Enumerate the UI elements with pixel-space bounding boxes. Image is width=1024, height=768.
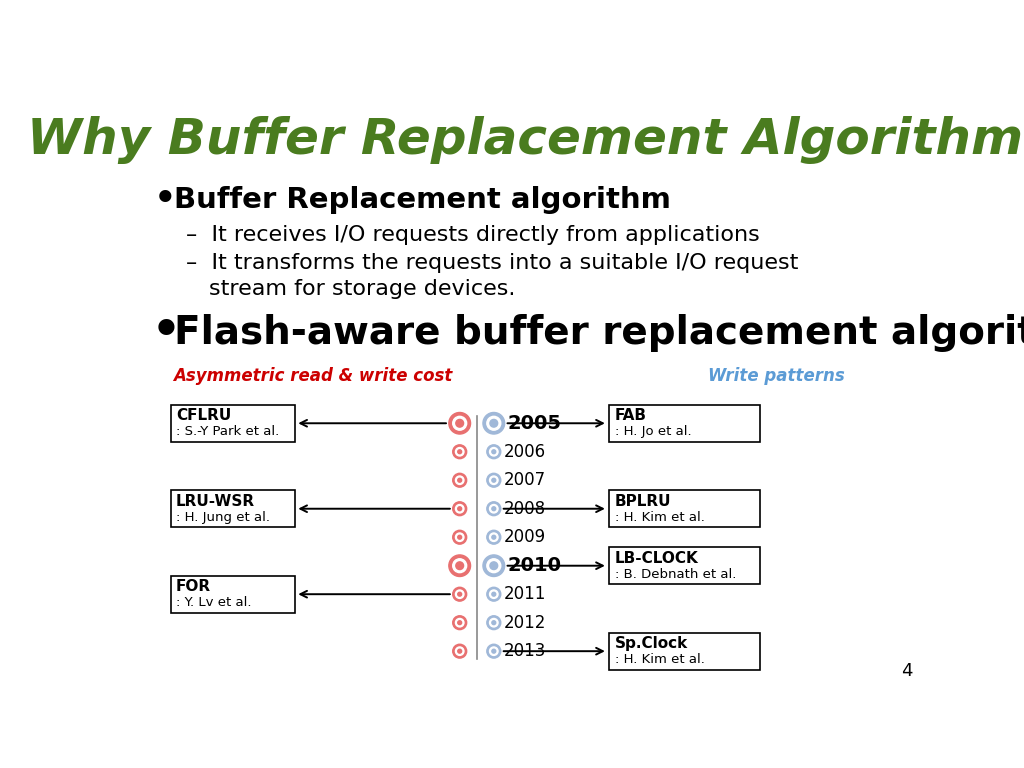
Circle shape	[453, 502, 467, 515]
Circle shape	[456, 647, 464, 655]
Text: : Y. Lv et al.: : Y. Lv et al.	[176, 596, 252, 609]
Circle shape	[453, 416, 467, 430]
Text: –  It transforms the requests into a suitable I/O request: – It transforms the requests into a suit…	[186, 253, 799, 273]
Text: : S.-Y Park et al.: : S.-Y Park et al.	[176, 425, 280, 439]
Text: : H. Kim et al.: : H. Kim et al.	[614, 511, 705, 524]
Text: 2011: 2011	[504, 585, 546, 603]
Circle shape	[486, 445, 501, 458]
Circle shape	[458, 450, 462, 454]
Circle shape	[458, 649, 462, 653]
Circle shape	[492, 649, 496, 653]
Text: 4: 4	[901, 662, 912, 680]
Circle shape	[492, 478, 496, 482]
FancyBboxPatch shape	[608, 633, 760, 670]
Circle shape	[453, 644, 467, 658]
Circle shape	[489, 647, 498, 655]
Circle shape	[486, 616, 501, 630]
FancyBboxPatch shape	[608, 548, 760, 584]
FancyBboxPatch shape	[171, 490, 295, 527]
Circle shape	[489, 590, 498, 598]
Text: Buffer Replacement algorithm: Buffer Replacement algorithm	[174, 186, 672, 214]
Circle shape	[489, 505, 498, 513]
Circle shape	[449, 412, 471, 434]
Text: 2013: 2013	[504, 642, 546, 660]
Text: LRU-WSR: LRU-WSR	[176, 494, 255, 508]
FancyBboxPatch shape	[608, 490, 760, 527]
Circle shape	[489, 618, 498, 627]
Circle shape	[458, 478, 462, 482]
Circle shape	[486, 530, 501, 545]
Circle shape	[456, 618, 464, 627]
Circle shape	[453, 588, 467, 601]
Circle shape	[453, 473, 467, 487]
Circle shape	[456, 448, 464, 456]
FancyBboxPatch shape	[171, 576, 295, 613]
Circle shape	[456, 476, 464, 485]
Circle shape	[456, 533, 464, 541]
Circle shape	[483, 555, 505, 577]
Circle shape	[449, 555, 471, 577]
Text: Flash-aware buffer replacement algorithms: Flash-aware buffer replacement algorithm…	[174, 314, 1024, 353]
Circle shape	[486, 473, 501, 487]
FancyBboxPatch shape	[608, 405, 760, 442]
Circle shape	[456, 505, 464, 513]
Circle shape	[458, 592, 462, 596]
Circle shape	[492, 450, 496, 454]
Text: 2012: 2012	[504, 614, 546, 632]
Text: Write patterns: Write patterns	[708, 366, 845, 385]
Circle shape	[458, 621, 462, 624]
Text: CFLRU: CFLRU	[176, 408, 231, 423]
Text: : H. Jo et al.: : H. Jo et al.	[614, 425, 691, 439]
Text: –  It receives I/O requests directly from applications: – It receives I/O requests directly from…	[186, 224, 760, 245]
Text: LB-CLOCK: LB-CLOCK	[614, 551, 698, 565]
Circle shape	[489, 476, 498, 485]
Circle shape	[489, 448, 498, 456]
Text: 2007: 2007	[504, 472, 546, 489]
Circle shape	[453, 530, 467, 545]
Text: FAB: FAB	[614, 408, 647, 423]
Circle shape	[456, 590, 464, 598]
Circle shape	[458, 535, 462, 539]
Text: Sp.Clock: Sp.Clock	[614, 636, 688, 651]
Circle shape	[489, 562, 498, 570]
Circle shape	[489, 419, 498, 427]
Circle shape	[458, 507, 462, 511]
Text: 2010: 2010	[508, 556, 562, 575]
Circle shape	[453, 445, 467, 458]
Circle shape	[453, 616, 467, 630]
Circle shape	[486, 416, 501, 430]
Text: : H. Kim et al.: : H. Kim et al.	[614, 653, 705, 666]
Circle shape	[492, 535, 496, 539]
Circle shape	[492, 507, 496, 511]
Text: Asymmetric read & write cost: Asymmetric read & write cost	[173, 366, 453, 385]
Text: : H. Jung et al.: : H. Jung et al.	[176, 511, 270, 524]
Circle shape	[492, 592, 496, 596]
Text: BPLRU: BPLRU	[614, 494, 671, 508]
Circle shape	[453, 559, 467, 573]
Text: 2009: 2009	[504, 528, 546, 546]
Text: 2006: 2006	[504, 442, 546, 461]
Text: •: •	[153, 179, 177, 221]
Text: stream for storage devices.: stream for storage devices.	[209, 279, 516, 299]
Text: •: •	[150, 306, 182, 360]
Text: : B. Debnath et al.: : B. Debnath et al.	[614, 568, 736, 581]
Text: 2008: 2008	[504, 500, 546, 518]
Text: FOR: FOR	[176, 579, 211, 594]
Text: Why Buffer Replacement Algorithm: Why Buffer Replacement Algorithm	[27, 116, 1023, 164]
Circle shape	[486, 644, 501, 658]
Circle shape	[489, 533, 498, 541]
Circle shape	[486, 588, 501, 601]
FancyBboxPatch shape	[171, 405, 295, 442]
Circle shape	[456, 562, 464, 570]
Circle shape	[486, 559, 501, 573]
Text: 2005: 2005	[508, 414, 562, 432]
Circle shape	[456, 419, 464, 427]
Circle shape	[492, 621, 496, 624]
Circle shape	[486, 502, 501, 515]
Circle shape	[483, 412, 505, 434]
